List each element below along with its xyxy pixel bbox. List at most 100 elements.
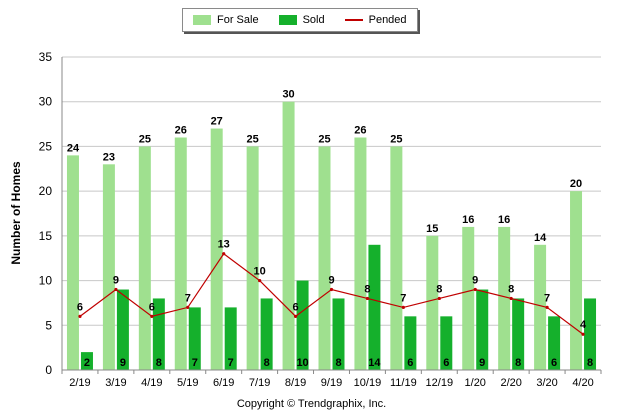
bar-sold bbox=[548, 316, 561, 370]
data-label-sold: 9 bbox=[479, 357, 485, 369]
data-label-for-sale: 30 bbox=[282, 89, 294, 101]
bar-sold bbox=[368, 244, 381, 370]
bars bbox=[66, 101, 597, 370]
pended-point bbox=[150, 314, 154, 318]
data-label-pended: 13 bbox=[218, 239, 230, 251]
data-label-sold: 6 bbox=[443, 357, 449, 369]
x-tick-label: 12/19 bbox=[426, 377, 454, 389]
gridlines bbox=[62, 56, 601, 371]
x-tick-label: 4/20 bbox=[572, 377, 593, 389]
bar-for-sale bbox=[138, 146, 151, 370]
bar-sold bbox=[296, 280, 309, 370]
bar-sold bbox=[332, 298, 345, 370]
pended-point bbox=[365, 296, 370, 301]
data-label-pended: 7 bbox=[400, 292, 406, 304]
bar-sold bbox=[404, 316, 417, 370]
y-axis: 0 5 10 15 20 25 30 35 bbox=[39, 50, 63, 377]
data-label-for-sale: 26 bbox=[175, 124, 187, 136]
bar-sold bbox=[584, 298, 597, 370]
legend-swatch-for-sale bbox=[193, 15, 211, 25]
pended-point bbox=[509, 296, 513, 301]
data-label-pended: 7 bbox=[185, 292, 191, 304]
data-label-pended: 6 bbox=[77, 301, 83, 313]
bar-sold bbox=[440, 316, 453, 370]
data-label-pended: 9 bbox=[328, 275, 334, 287]
data-label-for-sale: 24 bbox=[67, 142, 80, 154]
y-tick-label: 15 bbox=[39, 229, 53, 243]
legend-swatch-sold bbox=[278, 15, 297, 25]
pended-point bbox=[473, 287, 477, 292]
x-tick-label: 8/19 bbox=[285, 377, 306, 389]
bar-for-sale bbox=[354, 137, 367, 370]
data-label-pended: 6 bbox=[149, 301, 155, 313]
x-tick-label: 2/19 bbox=[69, 377, 90, 389]
data-label-for-sale: 25 bbox=[318, 133, 330, 145]
data-label-pended: 8 bbox=[508, 283, 514, 295]
bar-sold bbox=[512, 298, 525, 370]
bar-sold bbox=[224, 307, 237, 370]
bar-for-sale bbox=[318, 146, 331, 370]
pended-series bbox=[78, 252, 585, 336]
data-label-for-sale: 26 bbox=[354, 124, 366, 136]
y-tick-label: 5 bbox=[45, 318, 52, 332]
data-label-for-sale: 25 bbox=[247, 133, 259, 145]
data-label-for-sale: 14 bbox=[534, 232, 547, 244]
legend-label-pended: Pended bbox=[368, 14, 407, 26]
y-tick-label: 30 bbox=[39, 95, 53, 109]
x-tick-label: 2/20 bbox=[500, 377, 521, 389]
data-label-sold: 14 bbox=[368, 357, 381, 369]
data-label-for-sale: 20 bbox=[570, 178, 582, 190]
y-axis-label: Number of Homes bbox=[9, 161, 23, 265]
bar-for-sale bbox=[66, 155, 79, 370]
bar-sold bbox=[188, 307, 201, 370]
data-label-sold: 7 bbox=[192, 357, 198, 369]
legend-swatch-pended bbox=[344, 19, 363, 21]
bar-sold bbox=[152, 298, 165, 370]
data-label-for-sale: 23 bbox=[103, 151, 115, 163]
data-label-pended: 6 bbox=[293, 301, 299, 313]
x-tick-label: 7/19 bbox=[249, 377, 270, 389]
pended-point bbox=[186, 305, 190, 309]
data-label-for-sale: 25 bbox=[390, 133, 402, 145]
data-label-sold: 6 bbox=[551, 357, 557, 369]
x-axis: 2/19 3/19 4/19 5/19 6/19 7/19 8/19 9/19 10/19 11/… bbox=[61, 369, 602, 389]
bar-for-sale bbox=[570, 191, 583, 370]
data-label-sold: 10 bbox=[296, 357, 308, 369]
data-label-sold: 2 bbox=[84, 357, 90, 369]
bar-for-sale bbox=[210, 128, 223, 370]
data-label-pended: 9 bbox=[472, 275, 478, 287]
pended-point bbox=[258, 278, 262, 283]
data-label-sold: 8 bbox=[156, 357, 162, 369]
legend-item-pended: Pended bbox=[344, 14, 407, 26]
pended-point bbox=[545, 305, 549, 309]
pended-point bbox=[437, 296, 441, 301]
x-tick-label: 3/20 bbox=[536, 377, 557, 389]
data-labels: 24 2 23 9 25 8 26 7 27 7 25 8 30 10 25 8 26 14 25 6 15 6 16 9 16… bbox=[67, 89, 593, 369]
x-tick-label: 9/19 bbox=[321, 377, 342, 389]
bar-for-sale bbox=[390, 146, 403, 370]
data-label-pended: 7 bbox=[544, 292, 550, 304]
pended-point bbox=[78, 314, 82, 318]
x-tick-label: 10/19 bbox=[354, 377, 382, 389]
bar-sold bbox=[476, 289, 489, 370]
data-label-pended: 8 bbox=[364, 283, 370, 295]
bar-sold bbox=[80, 352, 93, 370]
data-label-pended: 9 bbox=[113, 275, 119, 287]
bar-for-sale bbox=[102, 164, 115, 370]
y-tick-label: 10 bbox=[39, 274, 53, 288]
data-label-pended: 10 bbox=[254, 266, 266, 278]
data-label-sold: 8 bbox=[515, 357, 521, 369]
pended-point bbox=[293, 314, 298, 318]
bar-sold bbox=[116, 289, 129, 370]
legend: For Sale Sold Pended bbox=[182, 8, 418, 32]
bar-for-sale bbox=[462, 226, 475, 370]
data-label-sold: 6 bbox=[407, 357, 413, 369]
data-label-pended: 8 bbox=[436, 283, 442, 295]
x-tick-label: 1/20 bbox=[465, 377, 486, 389]
bar-for-sale bbox=[498, 226, 511, 370]
x-tick-label: 5/19 bbox=[177, 377, 198, 389]
data-label-pended: 4 bbox=[580, 319, 587, 331]
bar-for-sale bbox=[534, 244, 547, 370]
copyright-text: Copyright © Trendgraphix, Inc. bbox=[236, 398, 387, 410]
data-label-for-sale: 16 bbox=[498, 214, 510, 226]
